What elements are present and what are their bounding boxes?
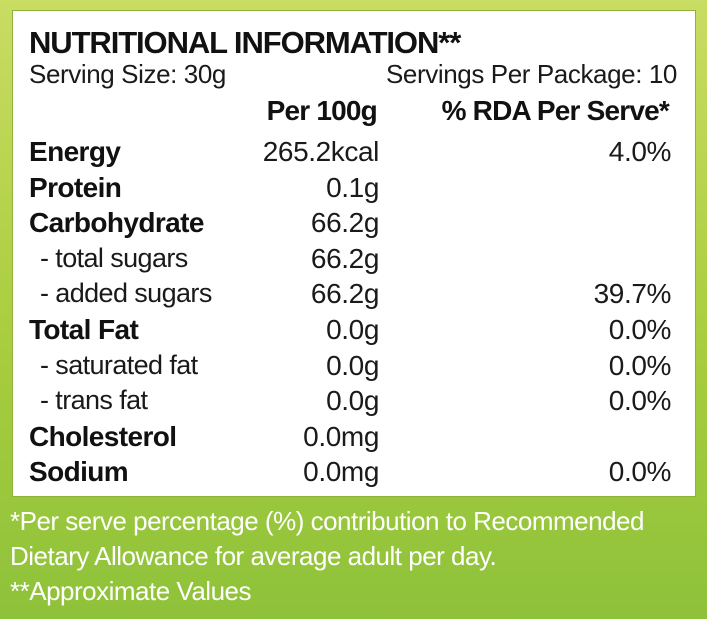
servings-per-package: Servings Per Package: 10 bbox=[385, 59, 677, 89]
per-100g-value: 0.1g bbox=[326, 171, 379, 203]
nutrient-label: - total sugars bbox=[40, 242, 188, 273]
nutrient-row-total-sugars: - total sugars 66.2g bbox=[13, 243, 697, 279]
rda-value: 4.0% bbox=[608, 136, 672, 167]
footnote-approximate-values: **Approximate Values bbox=[10, 576, 252, 606]
nutrient-row-sodium: Sodium 0.0mg 0.0% bbox=[13, 456, 697, 492]
nutrient-label: Sodium bbox=[29, 456, 129, 488]
rda-value: 0.0% bbox=[608, 385, 672, 417]
rda-value: 0.0% bbox=[608, 313, 672, 345]
per-100g-value: 265.2kcal bbox=[262, 136, 380, 167]
label-title: NUTRITIONAL INFORMATION** bbox=[29, 25, 461, 60]
per-100g-value: 66.2g bbox=[310, 242, 379, 274]
per-100g-value: 0.0g bbox=[326, 385, 379, 417]
nutrient-label: - trans fat bbox=[40, 385, 148, 416]
footnote-rda-line-1: *Per serve percentage (%) contribution t… bbox=[10, 506, 644, 536]
rda-value: 39.7% bbox=[593, 278, 672, 310]
per-100g-value: 0.0g bbox=[326, 349, 379, 381]
nutrient-row-added-sugars: - added sugars 66.2g 39.7% bbox=[13, 278, 697, 314]
rda-value: 0.0% bbox=[608, 456, 672, 488]
footnotes: *Per serve percentage (%) contribution t… bbox=[10, 504, 700, 609]
nutrient-label: Protein bbox=[29, 171, 122, 203]
nutrient-label: Energy bbox=[29, 136, 121, 167]
nutrient-label: Cholesterol bbox=[29, 420, 177, 452]
per-100g-value: 66.2g bbox=[310, 207, 379, 239]
per-100g-value: 0.0mg bbox=[303, 456, 379, 488]
nutrient-rows: Energy 265.2kcal 4.0% Protein 0.1g Carbo… bbox=[13, 136, 697, 492]
serving-size: Serving Size: 30g bbox=[29, 59, 226, 89]
nutrient-label: - added sugars bbox=[40, 278, 212, 309]
rda-value: 0.0% bbox=[608, 349, 672, 381]
per-100g-value: 0.0mg bbox=[303, 420, 379, 452]
nutrient-row-energy: Energy 265.2kcal 4.0% bbox=[13, 136, 697, 172]
nutrient-row-carbohydrate: Carbohydrate 66.2g bbox=[13, 207, 697, 243]
column-header-rda-per-serve: % RDA Per Serve* bbox=[441, 95, 670, 126]
per-100g-value: 0.0g bbox=[326, 313, 379, 345]
nutrient-row-saturated-fat: - saturated fat 0.0g 0.0% bbox=[13, 350, 697, 386]
nutrient-label: - saturated fat bbox=[40, 349, 198, 380]
nutrient-row-protein: Protein 0.1g bbox=[13, 172, 697, 208]
nutrient-label: Carbohydrate bbox=[29, 207, 204, 239]
nutrient-row-cholesterol: Cholesterol 0.0mg bbox=[13, 421, 697, 457]
per-100g-value: 66.2g bbox=[310, 278, 379, 310]
nutrient-row-trans-fat: - trans fat 0.0g 0.0% bbox=[13, 385, 697, 421]
column-header-per-100g: Per 100g bbox=[266, 95, 378, 126]
nutrition-table-panel: NUTRITIONAL INFORMATION** Serving Size: … bbox=[12, 10, 696, 497]
footnote-rda-line-2: Dietary Allowance for average adult per … bbox=[10, 541, 497, 571]
nutrient-label: Total Fat bbox=[29, 313, 139, 345]
nutrient-row-total-fat: Total Fat 0.0g 0.0% bbox=[13, 314, 697, 350]
